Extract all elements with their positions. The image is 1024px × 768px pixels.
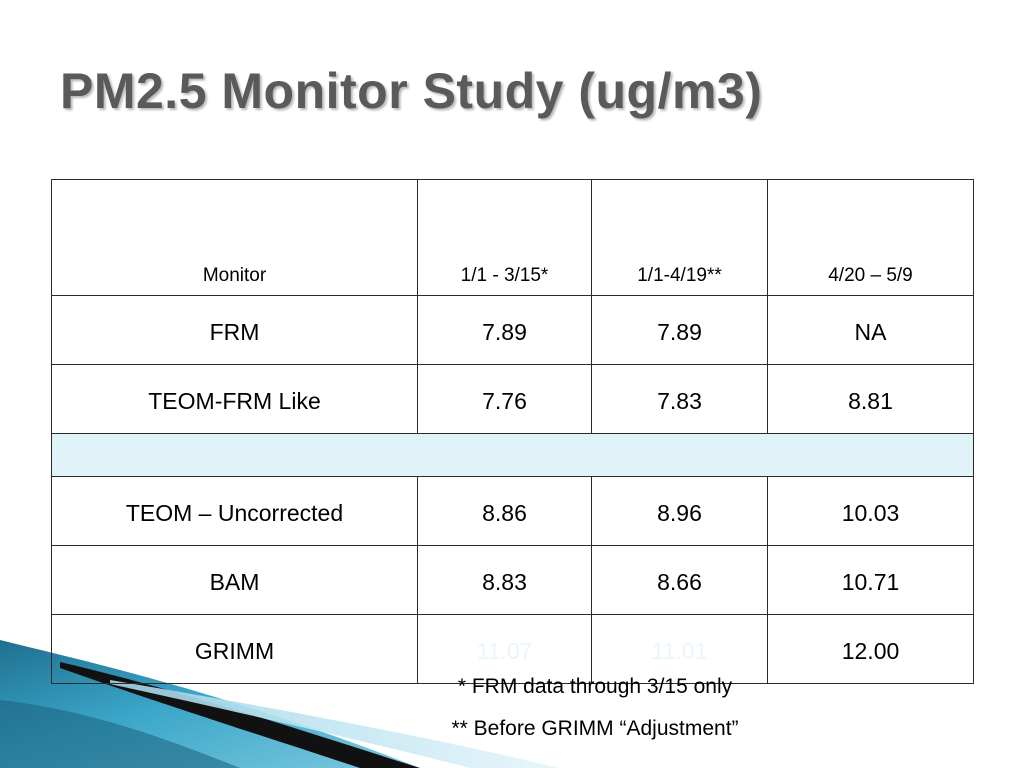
monitor-name: GRIMM: [51, 614, 418, 684]
header-monitor: Monitor: [51, 179, 418, 296]
pm25-results-table: Monitor 1/1 - 3/15* 1/1-4/19** 4/20 – 5/…: [51, 179, 974, 684]
table-cell: 7.83: [591, 364, 768, 434]
table-cell: 8.83: [417, 545, 592, 615]
monitor-name: FRM: [51, 295, 418, 365]
monitor-name: TEOM-FRM Like: [51, 364, 418, 434]
table-header-row: Monitor 1/1 - 3/15* 1/1-4/19** 4/20 – 5/…: [51, 179, 974, 296]
table-cell: 7.76: [417, 364, 592, 434]
table-cell-faded: 11.01: [591, 614, 768, 684]
separator-row: [51, 433, 974, 477]
table-cell: 8.96: [591, 476, 768, 546]
monitor-name: BAM: [51, 545, 418, 615]
separator-cell: [51, 433, 974, 477]
monitor-name: TEOM – Uncorrected: [51, 476, 418, 546]
table-cell-faded: 11.07: [417, 614, 592, 684]
table-row: FRM 7.89 7.89 NA: [51, 295, 974, 365]
table-row: BAM 8.83 8.66 10.71: [51, 545, 974, 615]
footnote-grimm-adjustment: ** Before GRIMM “Adjustment”: [451, 717, 739, 740]
slide-title: PM2.5 Monitor Study (ug/m3): [60, 63, 763, 119]
table-row: GRIMM 11.07 11.01 12.00: [51, 614, 974, 684]
table-cell: 8.86: [417, 476, 592, 546]
header-period-2: 1/1-4/19**: [591, 179, 768, 296]
table-cell: 10.71: [767, 545, 974, 615]
table-cell: 8.81: [767, 364, 974, 434]
table-row: TEOM-FRM Like 7.76 7.83 8.81: [51, 364, 974, 434]
header-period-1: 1/1 - 3/15*: [417, 179, 592, 296]
header-period-3: 4/20 – 5/9: [767, 179, 974, 296]
table-cell: 10.03: [767, 476, 974, 546]
table-cell: 7.89: [591, 295, 768, 365]
table-cell: 8.66: [591, 545, 768, 615]
table-row: TEOM – Uncorrected 8.86 8.96 10.03: [51, 476, 974, 546]
table-cell: 12.00: [767, 614, 974, 684]
table-cell: NA: [767, 295, 974, 365]
footnote-frm-data: * FRM data through 3/15 only: [457, 675, 733, 698]
table-cell: 7.89: [417, 295, 592, 365]
